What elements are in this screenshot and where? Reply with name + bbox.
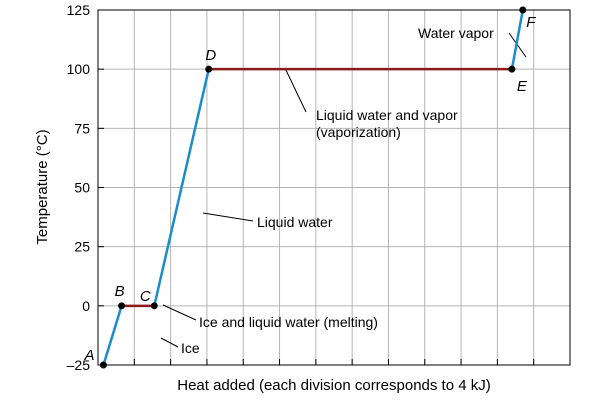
- y-tick-label: 25: [74, 239, 90, 255]
- axis-ticks: 125 100 75 50 25 0 –25: [67, 2, 571, 373]
- y-tick-label: 50: [74, 180, 90, 196]
- annotation-vaporization-line1: Liquid water and vapor: [316, 107, 458, 123]
- y-tick-label: 100: [67, 61, 91, 77]
- annotation-leaders: [160, 32, 527, 348]
- annotation-leader: [162, 304, 197, 321]
- segment-EF: [510, 8, 525, 71]
- point-E: [508, 65, 516, 73]
- point-D: [205, 65, 213, 73]
- segment-AB: [102, 304, 123, 367]
- annotation-liquid-water: Liquid water: [257, 214, 333, 230]
- annotation-leader: [160, 337, 179, 348]
- point-label-A: A: [83, 347, 94, 364]
- y-tick-label: 75: [74, 120, 90, 136]
- annotation-leader: [284, 67, 307, 113]
- annotation-water-vapor: Water vapor: [418, 25, 494, 41]
- annotation-leader: [202, 212, 254, 222]
- point-label-C: C: [140, 288, 151, 305]
- point-label-B: B: [115, 283, 125, 300]
- curve-segments: [102, 8, 525, 367]
- point-label-E: E: [517, 78, 528, 95]
- point-F: [519, 6, 527, 14]
- segment-CD: [153, 67, 210, 308]
- y-tick-label: 0: [82, 298, 90, 314]
- x-axis-title: Heat added (each division corresponds to…: [177, 377, 491, 394]
- y-tick-label: 125: [67, 2, 91, 18]
- annotations: Ice Ice and liquid water (melting) Liquid …: [181, 25, 494, 356]
- point-labels: A B C D E F: [83, 14, 536, 364]
- point-A: [99, 361, 107, 369]
- point-B: [118, 302, 126, 310]
- point-label-D: D: [205, 47, 216, 64]
- grid: [98, 10, 570, 365]
- point-label-F: F: [526, 14, 536, 31]
- annotation-ice: Ice: [181, 340, 200, 356]
- y-tick-label: –25: [67, 357, 91, 373]
- point-C: [150, 302, 158, 310]
- annotation-vaporization-line2: (vaporization): [316, 124, 401, 140]
- data-points: [99, 6, 527, 369]
- y-axis-title: Temperature (°C): [34, 129, 51, 244]
- annotation-melting: Ice and liquid water (melting): [199, 314, 378, 330]
